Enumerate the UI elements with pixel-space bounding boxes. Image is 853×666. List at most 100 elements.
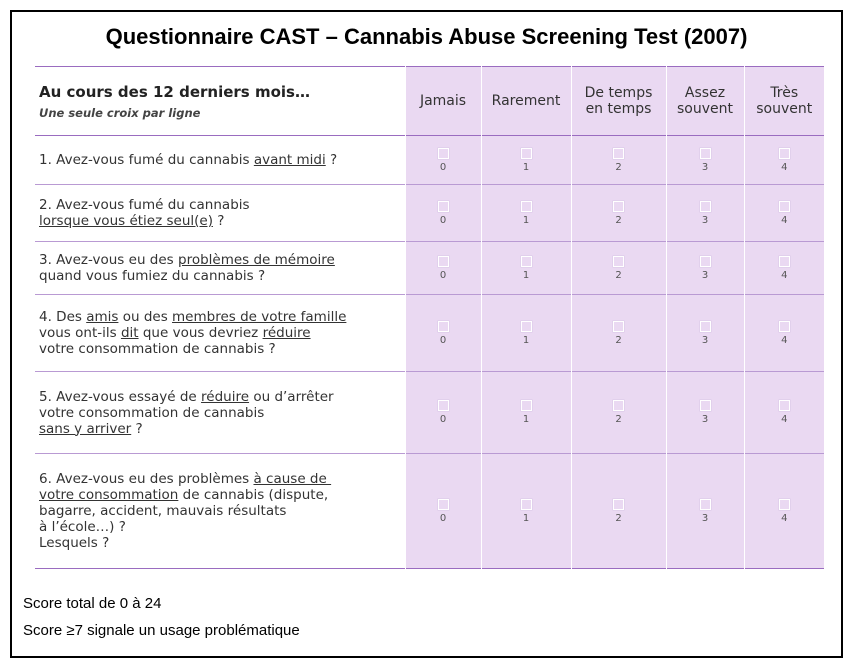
question-fragment: 3. Avez-vous eu des [39,252,178,268]
question-line: lorsque vous étiez seul(e) ? [39,213,405,229]
table-header-row: Au cours des 12 derniers mois… Une seule… [35,66,824,136]
answer-cell: 4 [743,184,824,242]
question-fragment: de cannabis (dispute, [178,487,329,503]
question-fragment: à l’école…) ? [39,519,126,535]
answer-cell: 0 [404,453,481,569]
answer-checkbox[interactable] [613,320,624,332]
question-line: 2. Avez-vous fumé du cannabis [39,197,405,213]
score-value: 0 [439,512,447,524]
answer-checkbox[interactable] [778,498,790,510]
question-fragment: ? [212,213,225,229]
answer-checkbox[interactable] [699,320,711,332]
question-text: 4. Des amis ou des membres de votre fami… [35,294,405,372]
answer-checkbox[interactable] [699,200,711,212]
answer-checkbox[interactable] [520,255,532,267]
answer-checkbox[interactable] [699,400,711,411]
score-threshold-note: Score ≥7 signale un usage problématique [23,622,300,639]
underlined-text: problèmes de mémoire [178,252,335,268]
question-text: 2. Avez-vous fumé du cannabis lorsque vou… [35,184,405,242]
answer-checkbox[interactable] [437,147,449,159]
answer-checkbox[interactable] [778,400,790,411]
answer-checkbox[interactable] [778,200,790,212]
question-line: 5. Avez-vous essayé de réduire ou d’arrê… [39,389,405,405]
answer-cell: 4 [743,294,824,372]
question-row: 5. Avez-vous essayé de réduire ou d’arrê… [35,371,824,454]
answer-checkbox[interactable] [437,320,449,332]
underlined-text: à cause de [253,471,332,487]
answer-checkbox[interactable] [778,147,790,159]
score-value: 1 [522,414,530,425]
option-header-line1: Très [770,85,799,101]
answer-cell: 0 [404,184,481,242]
answer-cell: 3 [665,241,744,295]
question-fragment: quand vous fumiez du cannabis ? [39,268,266,284]
score-value: 4 [781,512,788,524]
answer-cell: 2 [570,371,666,454]
question-row: 1. Avez-vous fumé du cannabis avant midi… [35,135,824,185]
answer-cell: 1 [480,241,571,295]
option-header-line1: Jamais [419,93,467,109]
answer-checkbox[interactable] [437,498,449,510]
answer-checkbox[interactable] [613,498,624,510]
option-header-line1: Assez [684,85,726,101]
answer-checkbox[interactable] [520,147,532,159]
score-value: 0 [439,334,447,346]
answer-checkbox[interactable] [520,400,532,411]
header-title: Au cours des 12 derniers mois… [39,82,310,101]
option-header-line2: en temps [585,101,652,117]
question-line: votre consommation de cannabis (dispute, [39,487,405,503]
answer-checkbox[interactable] [778,320,790,332]
question-fragment: 5. Avez-vous essayé de [39,388,202,405]
answer-checkbox[interactable] [520,498,532,510]
underlined-text: membres de votre famille [172,309,347,325]
score-value: 0 [439,214,447,226]
score-value: 1 [522,269,530,281]
score-value: 1 [522,214,530,226]
score-value: 3 [701,214,709,226]
header-question-cell: Au cours des 12 derniers mois… Une seule… [35,66,405,136]
answer-cell: 2 [570,184,666,242]
answer-cell: 3 [665,371,744,454]
question-row: 4. Des amis ou des membres de votre fami… [35,294,824,372]
score-total-note: Score total de 0 à 24 [23,595,162,612]
answer-checkbox[interactable] [437,255,449,267]
answer-cell: 4 [743,135,824,185]
question-fragment: ou d’arrêter [249,388,334,405]
option-header-0: Jamais [404,66,481,136]
answer-cell: 0 [404,371,481,454]
option-header-line2: souvent [677,101,733,117]
question-fragment: 4. Des [39,309,87,325]
score-value: 0 [439,269,447,281]
underlined-text: avant midi [253,152,326,168]
question-line: 1. Avez-vous fumé du cannabis avant midi… [39,152,405,168]
question-fragment: ? [325,152,338,168]
answer-checkbox[interactable] [520,200,532,212]
score-value: 1 [522,334,530,346]
answer-checkbox[interactable] [437,200,449,212]
answer-cell: 1 [480,371,571,454]
answer-cell: 1 [480,453,571,569]
question-fragment: votre consommation de cannabis [39,404,265,421]
option-header-line2: souvent [756,101,813,117]
question-fragment: que vous devriez [138,325,263,341]
page-title: Questionnaire CAST – Cannabis Abuse Scre… [105,24,748,49]
answer-checkbox[interactable] [520,320,532,332]
answer-cell: 1 [480,135,571,185]
question-row: 2. Avez-vous fumé du cannabis lorsque vou… [35,184,824,242]
question-line: vous ont-ils dit que vous devriez réduir… [39,325,405,341]
answer-checkbox[interactable] [699,498,711,510]
header-subtitle: Une seule croix par ligne [39,105,201,120]
question-fragment: 1. Avez-vous fumé du cannabis [39,152,254,168]
question-fragment: votre consommation de cannabis ? [39,341,276,357]
answer-checkbox[interactable] [613,255,624,267]
answer-checkbox[interactable] [613,400,624,411]
answer-cell: 3 [665,135,744,185]
score-value: 3 [701,414,709,425]
answer-checkbox[interactable] [699,255,711,267]
answer-checkbox[interactable] [613,200,624,212]
answer-checkbox[interactable] [778,255,790,267]
answer-checkbox[interactable] [613,147,624,159]
answer-checkbox[interactable] [437,400,449,411]
answer-checkbox[interactable] [699,147,711,159]
answer-cell: 2 [570,241,666,295]
